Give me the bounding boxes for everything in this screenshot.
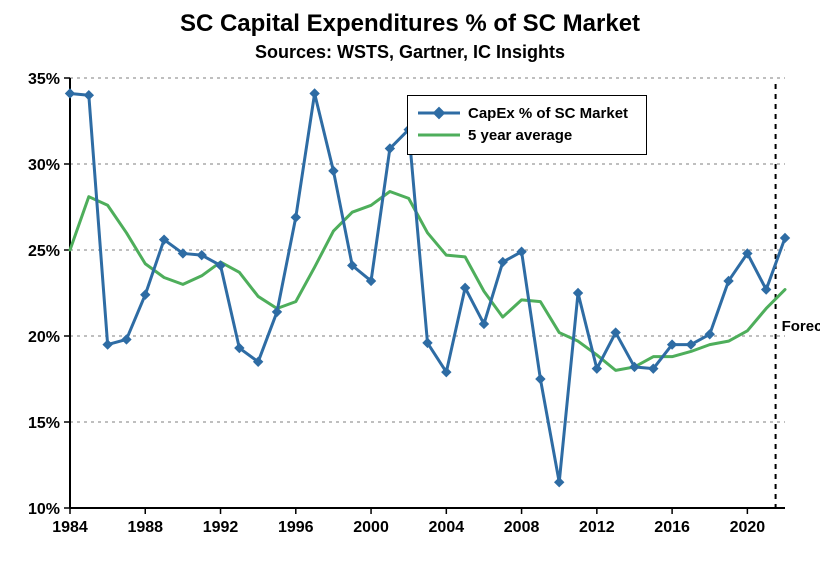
y-tick-label: 25% [28, 243, 60, 260]
diamond-icon [433, 107, 446, 120]
x-tick-label: 2008 [504, 519, 540, 536]
x-tick-label: 2012 [579, 519, 615, 536]
x-tick-label: 2016 [654, 519, 690, 536]
series-capex-marker [66, 89, 75, 98]
series-capex-marker [141, 290, 150, 299]
chart-legend: CapEx % of SC Market 5 year average [407, 95, 647, 155]
series-capex-marker [291, 213, 300, 222]
x-tick-label: 1988 [127, 519, 163, 536]
series-capex-marker [555, 478, 564, 487]
series-capex-marker [781, 233, 790, 242]
legend-swatch-capex [418, 104, 460, 122]
y-tick-label: 15% [28, 415, 60, 432]
series-capex-marker [84, 91, 93, 100]
y-tick-label: 20% [28, 329, 60, 346]
legend-swatch-avg5 [418, 126, 460, 144]
y-tick-label: 10% [28, 501, 60, 518]
x-tick-label: 1996 [278, 519, 314, 536]
chart-plot: 10% 15% 20% 25% 30% 35% 1984 1988 1992 1996 2000 20… [0, 0, 820, 567]
legend-label-capex: CapEx % of SC Market [468, 105, 628, 122]
x-tick-label: 2004 [429, 519, 465, 536]
x-tick-label: 1992 [203, 519, 239, 536]
series-capex-marker [329, 166, 338, 175]
y-tick-label: 35% [28, 71, 60, 88]
series-capex-marker [574, 289, 583, 298]
x-tick-label: 2020 [730, 519, 766, 536]
series-capex-marker [122, 335, 131, 344]
chart-container: SC Capital Expenditures % of SC Market S… [0, 0, 820, 567]
x-tick-label: 2000 [353, 519, 389, 536]
legend-item-avg5: 5 year average [418, 124, 636, 146]
legend-line-avg5 [418, 134, 460, 137]
legend-item-capex: CapEx % of SC Market [418, 102, 636, 124]
series-capex-marker [536, 375, 545, 384]
series-capex-marker [310, 89, 319, 98]
y-tick-label: 30% [28, 157, 60, 174]
forecast-label: Forecast [782, 318, 820, 335]
legend-label-avg5: 5 year average [468, 127, 572, 144]
x-tick-label: 1984 [52, 519, 88, 536]
series-capex-marker [103, 340, 112, 349]
